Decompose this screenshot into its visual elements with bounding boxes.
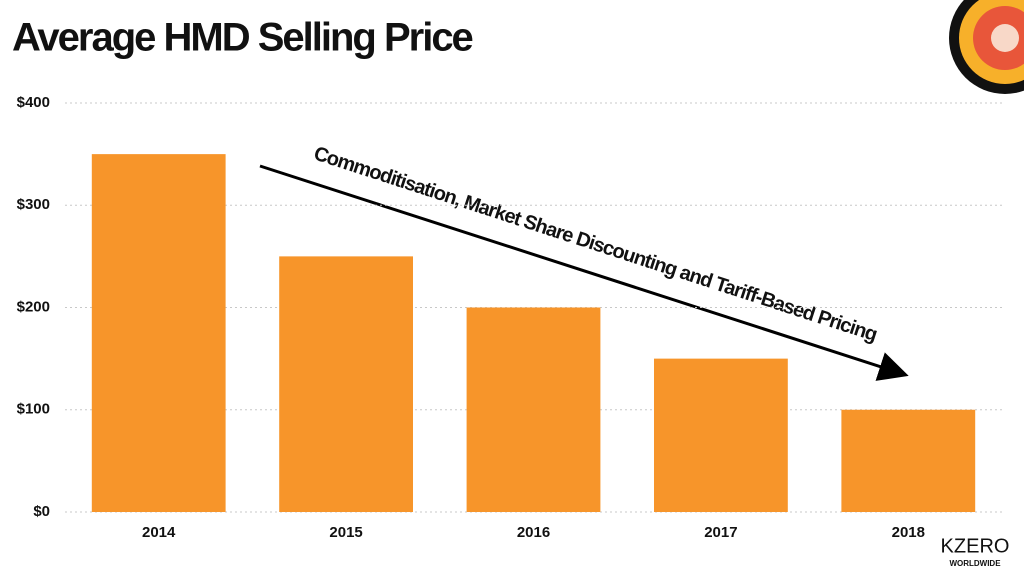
logo-mark — [949, 0, 1024, 94]
y-tick-label: $0 — [33, 503, 50, 520]
y-tick-label: $200 — [17, 298, 50, 315]
x-tick-label: 2016 — [517, 524, 550, 541]
annotation-arrow — [259, 164, 909, 381]
x-tick-label: 2015 — [329, 524, 362, 541]
x-tick-label: 2018 — [892, 524, 925, 541]
y-tick-label: $400 — [17, 94, 50, 111]
chart-title: Average HMD Selling Price — [12, 16, 473, 60]
logo-tagline: WORLDWIDE — [949, 559, 1001, 568]
x-tick-label: 2017 — [704, 524, 737, 541]
y-tick-label: $100 — [17, 401, 50, 418]
logo-name: KZERO — [941, 535, 1010, 557]
bar — [466, 307, 601, 512]
bar — [91, 154, 226, 512]
bar — [279, 256, 414, 512]
y-tick-label: $300 — [17, 196, 50, 213]
bar — [653, 358, 788, 512]
x-tick-label: 2014 — [142, 524, 176, 541]
bar — [841, 409, 976, 512]
